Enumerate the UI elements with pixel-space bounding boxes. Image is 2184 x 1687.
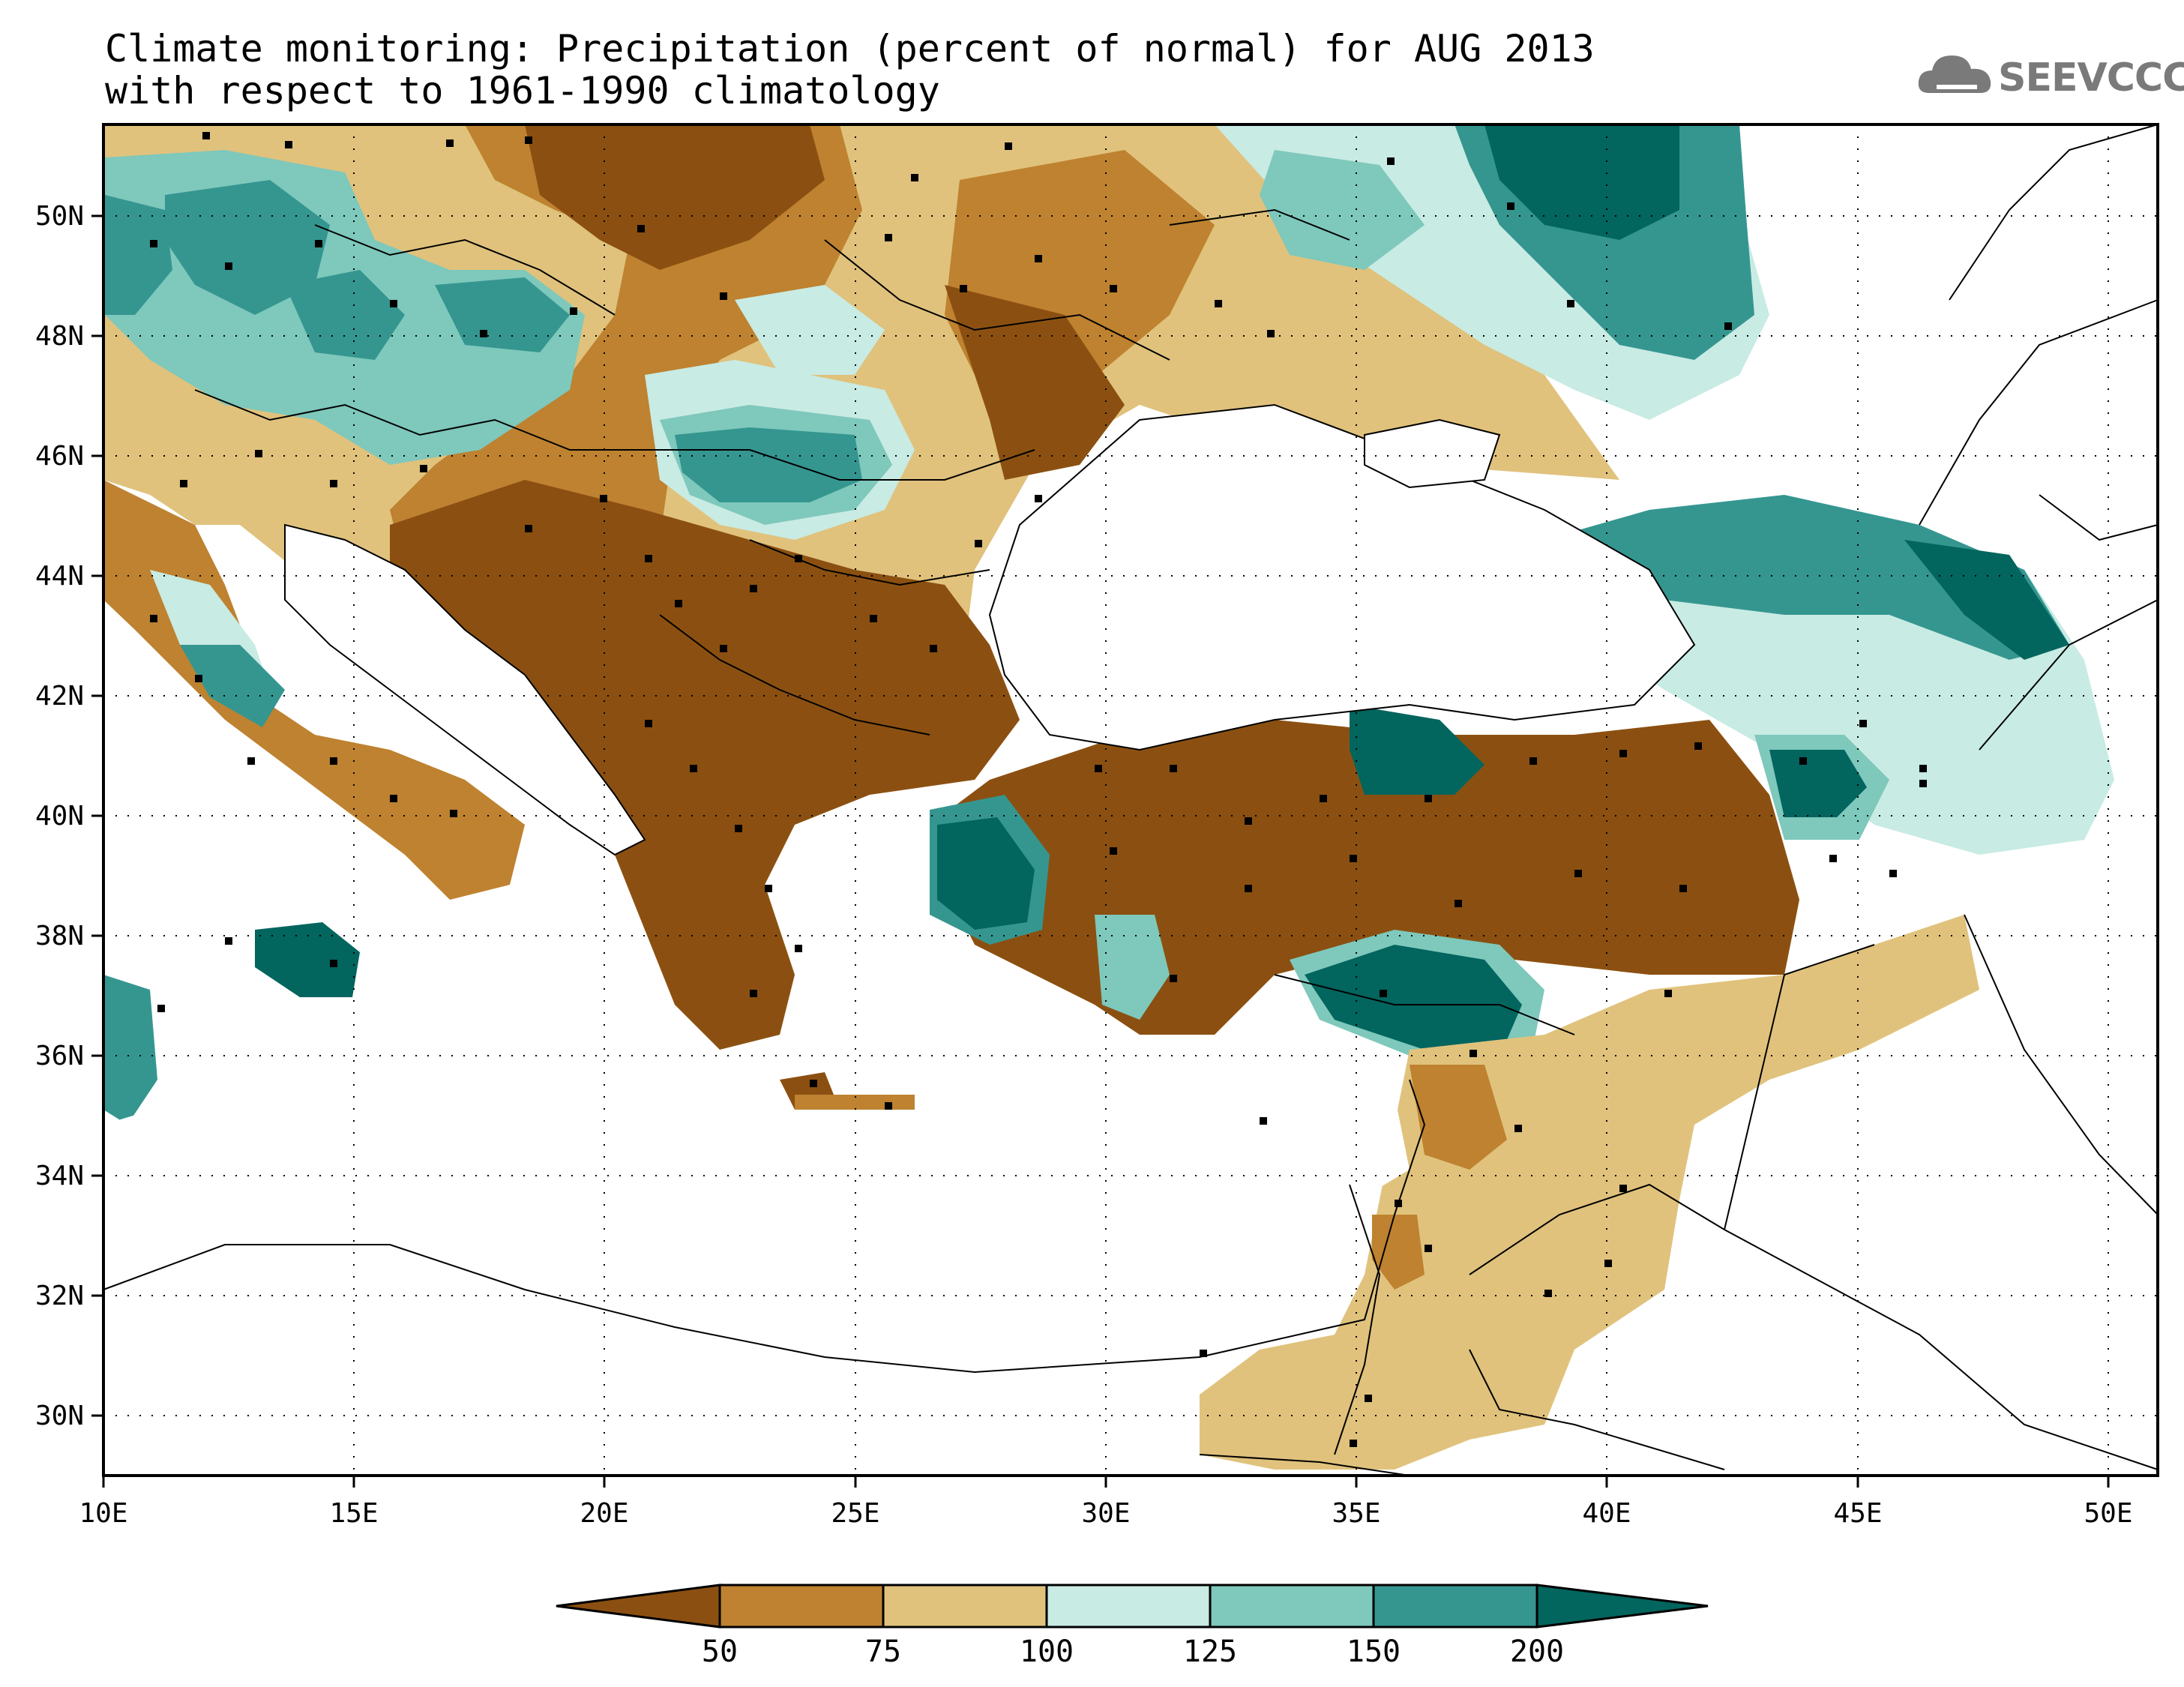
lon-tick-label: 45E [1833,1498,1882,1529]
lon-tick-label: 20E [580,1498,628,1529]
colorbar [556,1584,1709,1629]
colorbar-segment [1535,1584,1709,1629]
colorbar-segment [1045,1584,1212,1629]
lat-tick-labels: 30N 32N 34N 36N 38N 40N 42N 44N 46N 48N … [35,201,84,1431]
lat-tick-label: 44N [35,561,84,592]
colorbar-segment [556,1584,721,1629]
colorbar-label: 150 [1347,1635,1401,1669]
lat-tick-label: 42N [35,681,84,712]
lat-tick-label: 30N [35,1401,84,1431]
map-title: Climate monitoring: Precipitation (perce… [105,27,1595,70]
colorbar-label: 125 [1183,1635,1237,1669]
lat-tick-label: 46N [35,441,84,472]
precipitation-field [103,124,2114,1470]
lon-tick-label: 35E [1332,1498,1380,1529]
lat-tick-label: 36N [35,1041,84,1071]
colorbar-segment [1372,1584,1538,1629]
colorbar-label: 50 [702,1635,738,1669]
colorbar-label: 75 [865,1635,901,1669]
lon-tick-label: 40E [1582,1498,1631,1529]
colorbar-segment [882,1584,1048,1629]
seevccc-logo: SEEVCCC [1916,46,2184,114]
lat-tick-label: 34N [35,1161,84,1191]
lon-tick-label: 15E [329,1498,378,1529]
colorbar-segment [718,1584,885,1629]
sea-areas [103,403,1696,1320]
axis-ticks [91,214,2110,1488]
map-frame [102,123,2159,1477]
lon-tick-label: 50E [2084,1498,2132,1529]
lat-tick-label: 32N [35,1281,84,1311]
lon-tick-labels: 10E 15E 20E 25E 30E 35E 40E 45E 50E [79,1498,2132,1529]
lat-tick-label: 40N [35,801,84,832]
lon-tick-label: 25E [831,1498,879,1529]
colorbar-segment [1209,1584,1375,1629]
cloud-icon [1918,55,1991,93]
colorbar-label: 200 [1510,1635,1564,1669]
logo-text: SEEVCCC [1998,55,2184,100]
lon-tick-label: 10E [79,1498,127,1529]
lon-tick-label: 30E [1081,1498,1130,1529]
station-markers [150,132,1927,1447]
country-borders [103,124,2159,1476]
lat-tick-label: 48N [35,321,84,352]
colorbar-labels: 50 75 100 125 150 200 [702,1635,1564,1669]
lat-tick-label: 50N [35,201,84,232]
lat-tick-label: 38N [35,921,84,951]
colorbar-label: 100 [1020,1635,1074,1669]
map-subtitle: with respect to 1961-1990 climatology [105,69,940,112]
